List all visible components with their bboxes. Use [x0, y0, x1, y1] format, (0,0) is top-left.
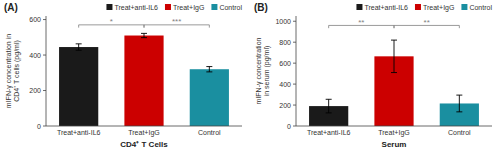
y-axis-line [296, 16, 297, 126]
y-axis-label: mIFN-γ concentration inCD4⁺ T cells (pg/… [5, 34, 21, 108]
y-tick-label: 400 [29, 52, 41, 59]
legend-swatch [461, 4, 467, 10]
y-axis-line [46, 16, 47, 126]
y-tick-label: 0 [287, 123, 291, 130]
y-tick [293, 42, 296, 43]
y-tick-label: 800 [279, 39, 291, 46]
y-tick [43, 90, 46, 91]
significance-text: ** [424, 18, 430, 27]
legend-item: Treat+IgG [165, 4, 204, 12]
marks [309, 25, 479, 126]
y-tick [293, 105, 296, 106]
error-stem [394, 40, 395, 72]
legend-label: Treat+IgG [173, 4, 204, 12]
y-tick-label: 200 [279, 102, 291, 109]
significance-text: ** [358, 18, 364, 27]
legend-item: Treat+IgG [415, 4, 454, 12]
marks [59, 25, 229, 126]
y-tick-label: 600 [279, 60, 291, 67]
y-tick [293, 21, 296, 22]
bar [59, 47, 98, 126]
y-tick [293, 63, 296, 64]
x-tick-label: Treat+anti-IL6 [57, 129, 101, 136]
error-cap [326, 112, 332, 113]
error-cap [76, 50, 82, 51]
error-cap [391, 40, 397, 41]
error-bar [141, 33, 147, 37]
error-cap [141, 33, 147, 34]
bar [190, 69, 229, 126]
legend-swatch [211, 4, 217, 10]
figure: (A)0200400600mIFN-γ concentration inCD4⁺… [0, 0, 500, 152]
y-axis-label: mIFN-γ concentrationin serum (pg/ml) [255, 37, 271, 104]
legend-label: Treat+anti-IL6 [114, 4, 158, 11]
legend-swatch [106, 4, 112, 10]
error-stem [459, 95, 460, 112]
error-cap [206, 66, 212, 67]
legend-label: Control [469, 4, 492, 11]
x-tick-label: Control [448, 129, 471, 136]
y-tick-label: 600 [29, 16, 41, 23]
page: {"chart_data": [ {"type": "bar", "title"… [0, 0, 500, 152]
x-axis-line [296, 126, 492, 127]
y-tick-label: 200 [29, 87, 41, 94]
legend: Treat+anti-IL6 Treat+IgG Control [106, 4, 242, 12]
y-tick [293, 126, 296, 127]
legend-item: Treat+anti-IL6 [106, 4, 158, 11]
y-tick [43, 19, 46, 20]
x-axis-line [46, 126, 242, 127]
error-stem [328, 99, 329, 113]
y-tick [293, 84, 296, 85]
x-axis-label: Serum [382, 140, 407, 149]
error-bar [206, 67, 212, 72]
error-stem [144, 33, 145, 37]
legend-label: Treat+IgG [423, 4, 454, 12]
error-cap [326, 99, 332, 100]
error-cap [391, 72, 397, 73]
panel: (A)0200400600mIFN-γ concentration inCD4⁺… [4, 2, 242, 149]
panel-title: (B) [254, 2, 268, 13]
error-cap [206, 71, 212, 72]
error-cap [456, 111, 462, 112]
error-cap [141, 37, 147, 38]
error-bar [456, 95, 462, 112]
y-tick [43, 126, 46, 127]
significance-text: * [110, 17, 113, 26]
error-stem [209, 67, 210, 72]
y-axis-label-line: mIFN-γ concentration in [5, 34, 13, 108]
legend-item: Control [211, 4, 242, 11]
bar [124, 36, 163, 126]
y-axis-label-line: in serum (pg/ml) [263, 46, 271, 97]
legend-swatch [356, 4, 362, 10]
significance-text: *** [172, 17, 181, 26]
error-stem [78, 44, 79, 50]
error-cap [456, 95, 462, 96]
error-bar [76, 44, 82, 50]
legend-item: Control [461, 4, 492, 11]
error-bar [326, 99, 332, 113]
legend-swatch [415, 4, 421, 10]
x-tick-label: Treat+IgG [128, 129, 159, 137]
y-tick-label: 1000 [275, 18, 291, 25]
y-tick [43, 55, 46, 56]
y-axis-label-line: mIFN-γ concentration [255, 37, 263, 104]
legend-swatch [165, 4, 171, 10]
error-cap [76, 43, 82, 44]
legend: Treat+anti-IL6 Treat+IgG Control [356, 4, 492, 12]
x-tick-label: Treat+IgG [378, 129, 409, 137]
y-axis-label-line: CD4⁺ T cells (pg/ml) [13, 40, 21, 102]
legend-label: Control [219, 4, 242, 11]
y-tick-label: 400 [279, 81, 291, 88]
x-tick-label: Control [198, 129, 221, 136]
legend-item: Treat+anti-IL6 [356, 4, 408, 11]
x-tick-label: Treat+anti-IL6 [307, 129, 351, 136]
y-tick-label: 0 [37, 123, 41, 130]
panel: (B) 0 200 400 600 800 1000 mIFN-γ concentration… [254, 2, 492, 149]
error-bar [391, 40, 397, 72]
legend-label: Treat+anti-IL6 [364, 4, 408, 11]
panel-title: (A) [4, 2, 18, 13]
x-axis-label: CD4⁺ T Cells [120, 140, 168, 149]
